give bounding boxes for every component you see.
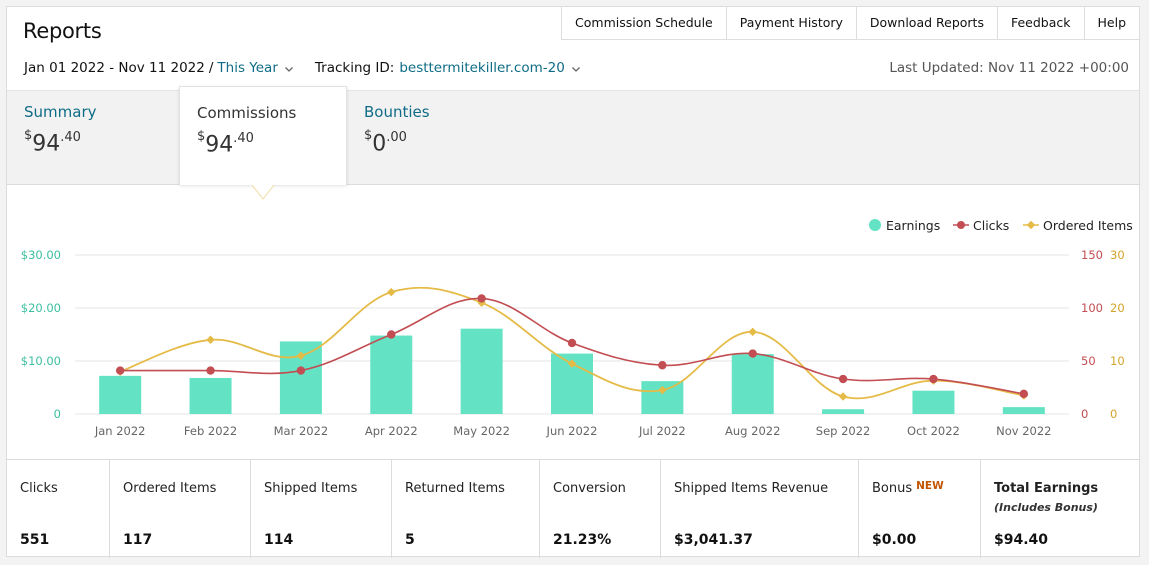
y-right-tick: 0 bbox=[1110, 407, 1117, 421]
x-tick: Sep 2022 bbox=[816, 424, 871, 438]
date-range: Jan 01 2022 - Nov 11 2022 bbox=[24, 60, 205, 76]
top-links: Commission Schedule Payment History Down… bbox=[561, 6, 1140, 40]
legend-ordered-marker bbox=[1026, 220, 1036, 230]
y-right-tick: 20 bbox=[1110, 301, 1125, 315]
tab-label: Bounties bbox=[364, 103, 430, 121]
stat-clicks: Clicks 551 bbox=[7, 460, 110, 558]
y-left-tick: 0 bbox=[54, 407, 61, 421]
earnings-bar[interactable] bbox=[189, 377, 232, 414]
earnings-bar[interactable] bbox=[912, 390, 955, 414]
tab-amount: $0.00 bbox=[364, 128, 407, 157]
x-tick: Apr 2022 bbox=[365, 424, 418, 438]
y-middle-tick: 150 bbox=[1081, 248, 1103, 262]
ordered-items-point[interactable] bbox=[567, 359, 577, 368]
tab-amount: $94.40 bbox=[197, 129, 254, 158]
new-badge: NEW bbox=[916, 480, 944, 492]
earnings-bars bbox=[99, 328, 1045, 414]
clicks-point[interactable] bbox=[567, 338, 577, 348]
tab-bounties[interactable]: Bounties $0.00 bbox=[347, 91, 517, 186]
date-separator: / bbox=[208, 60, 214, 76]
legend-ordered-items[interactable]: Ordered Items bbox=[1043, 218, 1133, 233]
x-tick: Jun 2022 bbox=[546, 424, 598, 438]
y-middle-tick: 0 bbox=[1081, 407, 1088, 421]
tab-label: Summary bbox=[24, 103, 97, 121]
y-left-tick: $10.00 bbox=[21, 354, 61, 368]
reports-panel: Reports Commission Schedule Payment Hist… bbox=[6, 6, 1140, 558]
ordered-items-point[interactable] bbox=[387, 287, 396, 297]
y-right-tick: 30 bbox=[1110, 248, 1125, 262]
ordered-items-point[interactable] bbox=[748, 327, 757, 337]
x-tick: Jan 2022 bbox=[94, 424, 146, 438]
legend-clicks[interactable]: Clicks bbox=[973, 218, 1009, 233]
help-link[interactable]: Help bbox=[1084, 6, 1140, 39]
legend-earnings-marker bbox=[869, 219, 881, 231]
y-middle-tick: 100 bbox=[1081, 301, 1103, 315]
clicks-point[interactable] bbox=[477, 294, 486, 303]
payment-history-link[interactable]: Payment History bbox=[726, 6, 857, 39]
chevron-down-icon[interactable] bbox=[284, 64, 294, 74]
series-lines bbox=[115, 286, 1029, 401]
tab-amount: $94.40 bbox=[24, 128, 81, 157]
earnings-bar[interactable] bbox=[460, 328, 503, 414]
clicks-point[interactable] bbox=[929, 374, 938, 384]
stat-bonus: Bonus NEW $0.00 bbox=[859, 460, 981, 558]
ordered-items-point[interactable] bbox=[838, 392, 848, 401]
download-reports-link[interactable]: Download Reports bbox=[856, 6, 998, 39]
clicks-point[interactable] bbox=[296, 366, 306, 375]
x-tick: Oct 2022 bbox=[907, 424, 960, 438]
stat-returned-items: Returned Items 5 bbox=[392, 460, 540, 558]
feedback-link[interactable]: Feedback bbox=[997, 6, 1085, 39]
y-left-tick: $20.00 bbox=[21, 301, 61, 315]
active-tab-pointer bbox=[252, 185, 274, 200]
y-left-tick: $30.00 bbox=[21, 248, 61, 262]
clicks-point[interactable] bbox=[115, 366, 125, 375]
commission-schedule-link[interactable]: Commission Schedule bbox=[562, 6, 727, 39]
includes-bonus-note: (Includes Bonus) bbox=[994, 501, 1098, 514]
clicks-point[interactable] bbox=[658, 361, 667, 370]
x-tick: Nov 2022 bbox=[996, 424, 1051, 438]
earnings-bar[interactable] bbox=[99, 375, 142, 414]
last-updated: Last Updated: Nov 11 2022 +00:00 bbox=[889, 60, 1129, 76]
page-title: Reports bbox=[23, 19, 102, 43]
stats-bar: Clicks 551 Ordered Items 117 Shipped Ite… bbox=[7, 459, 1139, 558]
clicks-point[interactable] bbox=[1019, 389, 1029, 399]
stat-total-earnings: Total Earnings (Includes Bonus) $94.40 bbox=[994, 481, 1099, 548]
stat-ordered-items: Ordered Items 117 bbox=[110, 460, 251, 558]
ordered-items-point[interactable] bbox=[658, 385, 667, 395]
x-tick: May 2022 bbox=[453, 424, 510, 438]
stat-shipped-revenue: Shipped Items Revenue $3,041.37 bbox=[661, 460, 859, 558]
x-tick: Aug 2022 bbox=[725, 424, 780, 438]
tab-commissions[interactable]: Commissions $94.40 bbox=[179, 86, 347, 185]
clicks-point[interactable] bbox=[387, 330, 396, 339]
earnings-bar[interactable] bbox=[1002, 407, 1045, 414]
clicks-point[interactable] bbox=[206, 366, 215, 375]
filter-row: Jan 01 2022 - Nov 11 2022 / This Year Tr… bbox=[24, 60, 581, 76]
x-tick: Mar 2022 bbox=[274, 424, 329, 438]
chart-legend: Earnings Clicks Ordered Items bbox=[869, 218, 1133, 233]
tab-summary[interactable]: Summary $94.40 bbox=[7, 91, 179, 186]
earnings-bar[interactable] bbox=[822, 409, 865, 414]
period-dropdown[interactable]: This Year bbox=[217, 60, 278, 76]
y-middle-tick: 50 bbox=[1081, 354, 1096, 368]
tracking-label: Tracking ID: bbox=[314, 60, 395, 76]
clicks-point[interactable] bbox=[838, 374, 848, 384]
ordered-items-point[interactable] bbox=[206, 335, 215, 345]
clicks-point[interactable] bbox=[748, 349, 757, 358]
report-tabs: Summary $94.40 Commissions $94.40 Bounti… bbox=[7, 86, 1139, 186]
earnings-bar[interactable] bbox=[731, 354, 774, 414]
x-tick: Feb 2022 bbox=[184, 424, 237, 438]
chevron-down-icon[interactable] bbox=[571, 64, 581, 74]
ordered-items-point[interactable] bbox=[296, 351, 306, 360]
y-right-tick: 10 bbox=[1110, 354, 1125, 368]
tracking-id-dropdown[interactable]: besttermitekiller.com-20 bbox=[399, 60, 565, 76]
stat-conversion: Conversion 21.23% bbox=[540, 460, 661, 558]
tab-label: Commissions bbox=[197, 104, 297, 122]
x-tick: Jul 2022 bbox=[638, 424, 686, 438]
stat-shipped-items: Shipped Items 114 bbox=[251, 460, 392, 558]
legend-clicks-marker bbox=[957, 221, 965, 229]
legend-earnings[interactable]: Earnings bbox=[886, 218, 940, 233]
earnings-bar[interactable] bbox=[370, 335, 413, 414]
